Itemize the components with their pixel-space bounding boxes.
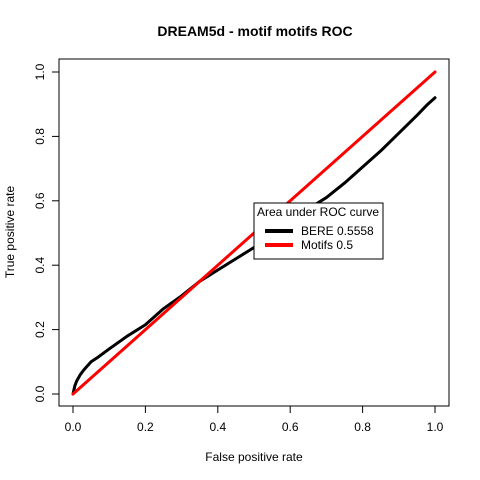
y-tick-label: 1.0 bbox=[33, 63, 47, 80]
y-axis: 0.0 0.2 0.4 0.6 0.8 1.0 bbox=[33, 63, 60, 402]
x-tick-label: 0.4 bbox=[209, 420, 226, 434]
y-tick-label: 0.6 bbox=[33, 192, 47, 209]
legend-title: Area under ROC curve bbox=[257, 205, 379, 219]
x-tick-label: 1.0 bbox=[427, 420, 444, 434]
x-axis-title: False positive rate bbox=[205, 450, 303, 464]
x-tick-label: 0.6 bbox=[282, 420, 299, 434]
x-tick-label: 0.8 bbox=[354, 420, 371, 434]
y-axis-title: True positive rate bbox=[3, 186, 17, 279]
y-tick-label: 0.4 bbox=[33, 257, 47, 274]
y-tick-label: 0.8 bbox=[33, 128, 47, 145]
legend-label-motifs: Motifs 0.5 bbox=[301, 238, 353, 252]
x-axis: 0.0 0.2 0.4 0.6 0.8 1.0 bbox=[65, 405, 444, 434]
x-tick-label: 0.0 bbox=[65, 420, 82, 434]
x-tick-label: 0.2 bbox=[137, 420, 154, 434]
legend: Area under ROC curve BERE 0.5558 Motifs … bbox=[253, 202, 384, 260]
y-tick-label: 0.2 bbox=[33, 321, 47, 338]
legend-label-bere: BERE 0.5558 bbox=[301, 224, 374, 238]
chart-title: DREAM5d - motif motifs ROC bbox=[157, 23, 352, 39]
y-tick-label: 0.0 bbox=[33, 385, 47, 402]
series-line-bere bbox=[71, 96, 437, 396]
